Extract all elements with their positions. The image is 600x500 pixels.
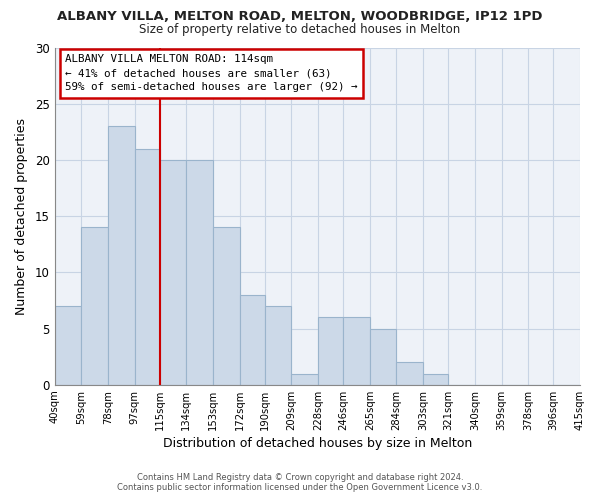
Bar xyxy=(134,148,160,385)
Bar xyxy=(292,374,318,385)
Text: ALBANY VILLA, MELTON ROAD, MELTON, WOODBRIDGE, IP12 1PD: ALBANY VILLA, MELTON ROAD, MELTON, WOODB… xyxy=(57,10,543,23)
Bar xyxy=(370,328,397,385)
Bar xyxy=(265,306,292,385)
Bar xyxy=(318,318,343,385)
Bar xyxy=(81,228,108,385)
Bar xyxy=(423,374,448,385)
Bar xyxy=(213,228,239,385)
Bar xyxy=(187,160,213,385)
Bar xyxy=(343,318,370,385)
Bar xyxy=(55,306,81,385)
Text: Size of property relative to detached houses in Melton: Size of property relative to detached ho… xyxy=(139,22,461,36)
X-axis label: Distribution of detached houses by size in Melton: Distribution of detached houses by size … xyxy=(163,437,472,450)
Bar xyxy=(397,362,423,385)
Bar xyxy=(239,295,265,385)
Text: ALBANY VILLA MELTON ROAD: 114sqm
← 41% of detached houses are smaller (63)
59% o: ALBANY VILLA MELTON ROAD: 114sqm ← 41% o… xyxy=(65,54,358,92)
Bar xyxy=(108,126,134,385)
Text: Contains HM Land Registry data © Crown copyright and database right 2024.
Contai: Contains HM Land Registry data © Crown c… xyxy=(118,473,482,492)
Bar xyxy=(160,160,187,385)
Y-axis label: Number of detached properties: Number of detached properties xyxy=(15,118,28,314)
